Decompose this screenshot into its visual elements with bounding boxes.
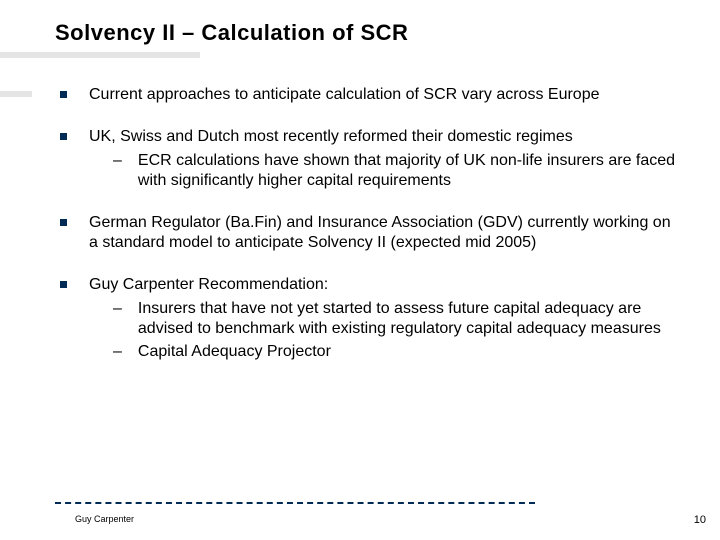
sub-bullet-text: Insurers that have not yet started to as…: [138, 299, 680, 339]
dash-icon: –: [113, 299, 122, 319]
sub-bullet-item: –Capital Adequacy Projector: [89, 342, 680, 362]
content-area: Current approaches to anticipate calcula…: [60, 85, 680, 384]
title-region: Solvency II – Calculation of SCR: [55, 20, 690, 46]
bullet-body: Current approaches to anticipate calcula…: [89, 85, 680, 105]
bullet-square-icon: [60, 219, 67, 226]
sub-bullet-list: –Insurers that have not yet started to a…: [89, 299, 680, 362]
dash-icon: –: [113, 342, 122, 362]
bullet-text: Current approaches to anticipate calcula…: [89, 85, 680, 105]
slide-title: Solvency II – Calculation of SCR: [55, 20, 690, 46]
sub-bullet-item: –ECR calculations have shown that majori…: [89, 151, 680, 191]
bullet-item: Guy Carpenter Recommendation: –Insurers t…: [60, 275, 680, 362]
page-number: 10: [694, 514, 706, 526]
left-accent-bar: [0, 91, 32, 97]
sub-bullet-list: –ECR calculations have shown that majori…: [89, 151, 680, 191]
bullet-body: UK, Swiss and Dutch most recently reform…: [89, 127, 680, 191]
title-underline: [0, 52, 200, 58]
footer-author: Guy Carpenter: [75, 514, 134, 524]
bullet-body: German Regulator (Ba.Fin) and Insurance …: [89, 213, 680, 253]
bullet-item: Current approaches to anticipate calcula…: [60, 85, 680, 105]
sub-bullet-text: Capital Adequacy Projector: [138, 342, 680, 362]
sub-bullet-text: ECR calculations have shown that majorit…: [138, 151, 680, 191]
footer-divider: [55, 502, 535, 504]
bullet-text: Guy Carpenter Recommendation:: [89, 275, 680, 295]
sub-bullet-item: –Insurers that have not yet started to a…: [89, 299, 680, 339]
bullet-text: UK, Swiss and Dutch most recently reform…: [89, 127, 680, 147]
dash-icon: –: [113, 151, 122, 171]
bullet-square-icon: [60, 133, 67, 140]
bullet-item: UK, Swiss and Dutch most recently reform…: [60, 127, 680, 191]
bullet-square-icon: [60, 91, 67, 98]
bullet-item: German Regulator (Ba.Fin) and Insurance …: [60, 213, 680, 253]
bullet-text: German Regulator (Ba.Fin) and Insurance …: [89, 213, 680, 253]
bullet-body: Guy Carpenter Recommendation: –Insurers t…: [89, 275, 680, 362]
bullet-square-icon: [60, 281, 67, 288]
